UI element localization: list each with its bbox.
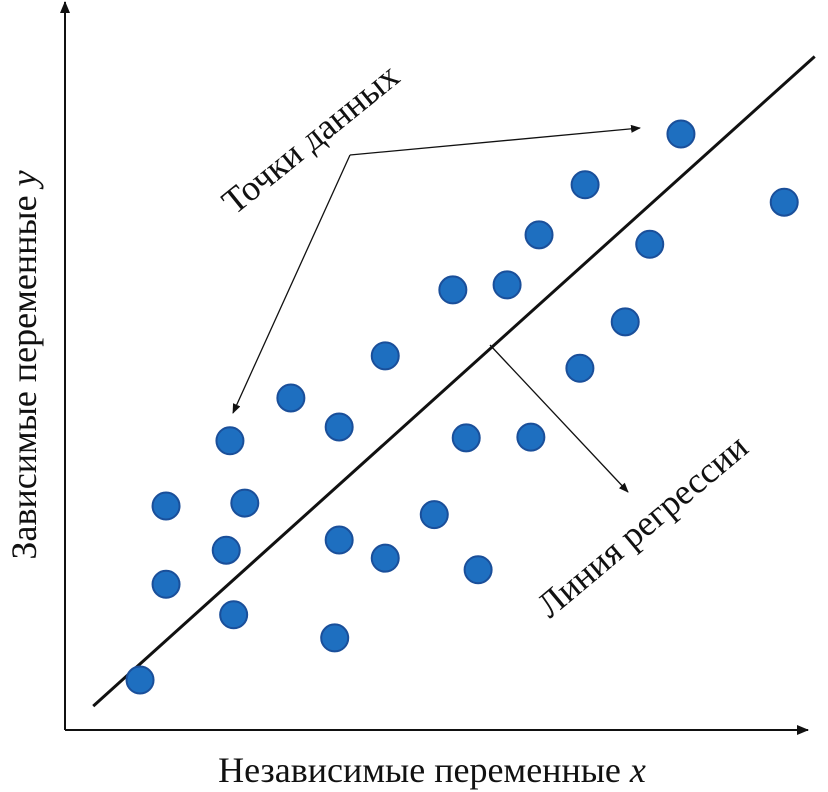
annotation-data-points: Точки данных — [214, 55, 406, 222]
data-point — [570, 170, 600, 200]
annotation-regression-line: Линия регрессии — [529, 426, 755, 625]
data-point — [370, 543, 400, 573]
data-point — [565, 353, 595, 383]
data-point — [324, 525, 354, 555]
data-point — [324, 412, 354, 442]
data-point — [438, 275, 468, 305]
data-point — [151, 491, 181, 521]
data-point — [370, 341, 400, 371]
data-point — [125, 665, 155, 695]
data-point — [151, 569, 181, 599]
y-axis-label: Зависимые переменные y — [4, 170, 44, 559]
data-point — [492, 270, 522, 300]
data-point — [230, 488, 260, 518]
data-point — [211, 535, 241, 565]
data-point — [516, 422, 546, 452]
data-point — [769, 187, 799, 217]
data-point — [524, 220, 554, 250]
data-point — [635, 229, 665, 259]
data-point — [320, 623, 350, 653]
data-points — [125, 119, 799, 695]
data-point — [463, 555, 493, 585]
data-point — [219, 600, 249, 630]
x-axis-label: Независимые переменные x — [218, 750, 646, 790]
data-point — [276, 383, 306, 413]
data-point — [610, 307, 640, 337]
annotation-arrow — [489, 344, 629, 493]
data-point — [215, 426, 245, 456]
data-point — [666, 119, 696, 149]
data-point — [419, 500, 449, 530]
regression-line — [92, 55, 816, 708]
data-point — [451, 423, 481, 453]
annotation-arrow — [232, 154, 351, 414]
annotation-arrow — [349, 124, 641, 156]
